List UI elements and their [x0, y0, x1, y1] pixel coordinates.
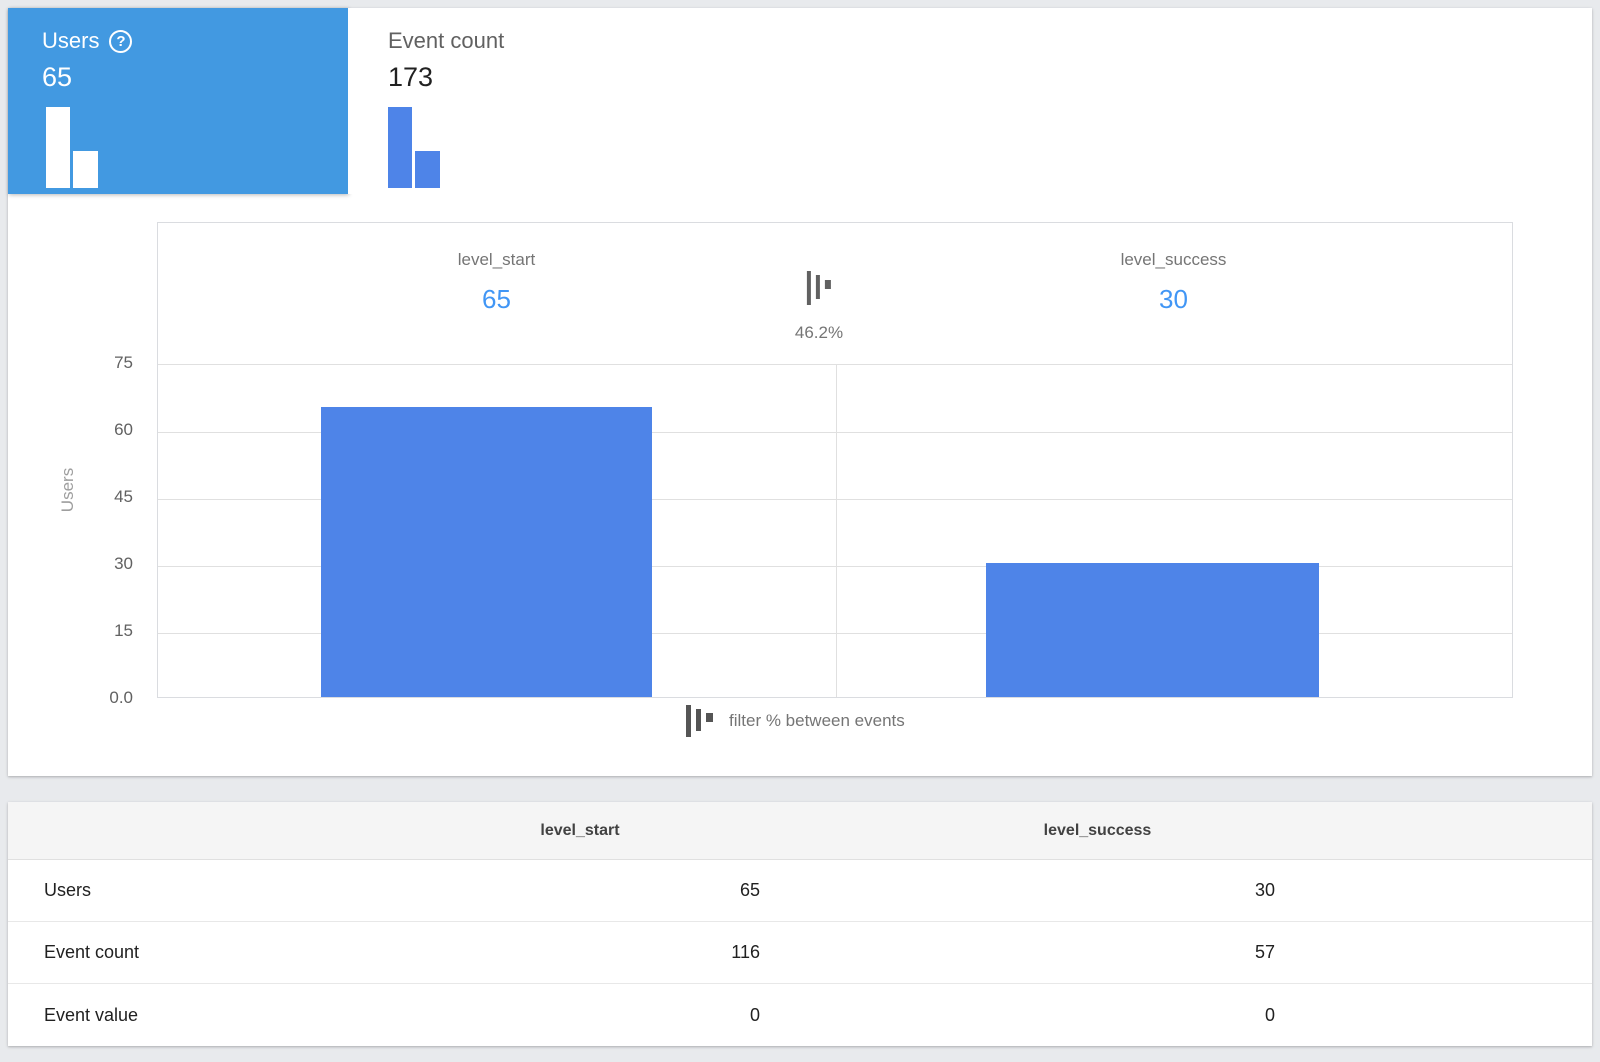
events-comparison-card: Users ? 65 Event count 173 level_start 6…: [8, 8, 1592, 776]
help-icon[interactable]: ?: [109, 29, 133, 53]
transition-percentage: 46.2%: [794, 323, 844, 342]
gridline: [158, 499, 1512, 500]
events-data-table: level_start level_success Users 65 30 Ev…: [8, 802, 1592, 1046]
y-tick: 0.0: [109, 688, 133, 707]
y-tick: 75: [114, 353, 133, 372]
gridline: [158, 566, 1512, 567]
bar-level-start[interactable]: [321, 407, 652, 697]
bar-level-success[interactable]: [986, 563, 1319, 697]
y-tick: 45: [114, 487, 133, 506]
mini-bar-short: [73, 151, 98, 188]
plot-area: [158, 364, 1512, 697]
cell-value: 57: [1254, 942, 1275, 962]
cell-value: 0: [749, 1004, 760, 1025]
mini-bar-tall: [388, 107, 412, 188]
event-name: level_success: [1120, 250, 1227, 269]
column-header-level-success[interactable]: level_success: [1043, 821, 1152, 839]
y-tick: 30: [114, 554, 133, 573]
bar-chart: level_start 65 46.2% level_success 30: [157, 222, 1513, 698]
tab-users-label: Users: [42, 28, 100, 53]
chart-column-header-level-start: level_start 65: [158, 223, 835, 364]
tab-users[interactable]: Users ? 65: [8, 8, 348, 194]
tab-users-title: Users ?: [42, 28, 133, 54]
mini-bar-short: [415, 151, 440, 188]
tab-event-count-label: Event count: [388, 28, 505, 53]
tab-event-count-value: 173: [388, 62, 434, 92]
column-divider: [836, 365, 837, 697]
gridline: [158, 432, 1512, 433]
tab-users-value: 65: [42, 62, 73, 92]
row-label: Users: [44, 880, 92, 900]
table-row: Users 65 30: [8, 860, 1592, 922]
gridline: [158, 633, 1512, 634]
mini-bar-chart-icon: [46, 107, 98, 188]
filter-percent-icon: [686, 705, 713, 737]
y-tick: 15: [114, 621, 133, 640]
column-header-level-start[interactable]: level_start: [540, 821, 620, 839]
transition-block: 46.2%: [795, 271, 843, 343]
chart-column-header-level-success: level_success 30: [835, 223, 1512, 364]
cell-value: 30: [1254, 880, 1275, 900]
cell-value: 116: [731, 942, 760, 962]
mini-bar-tall: [46, 107, 70, 188]
row-label: Event count: [44, 942, 140, 962]
table-row: Event value 0 0: [8, 984, 1592, 1046]
tab-event-count[interactable]: Event count 173: [348, 8, 696, 194]
table-row: Event count 116 57: [8, 922, 1592, 984]
cell-value: 0: [1264, 1004, 1275, 1025]
y-tick: 60: [114, 420, 133, 439]
tab-event-count-title: Event count: [388, 28, 504, 54]
cell-value: 65: [739, 880, 760, 900]
legend-label: filter % between events: [729, 711, 905, 730]
mini-bar-chart-icon: [388, 107, 440, 188]
event-users-value: 30: [1159, 284, 1188, 314]
row-label: Event value: [44, 1004, 139, 1025]
filter-percent-icon[interactable]: [806, 271, 831, 305]
table-header-row: level_start level_success: [8, 802, 1592, 860]
event-users-value: 65: [482, 284, 511, 314]
y-axis-title: Users: [58, 467, 77, 513]
chart-legend: filter % between events: [686, 705, 905, 737]
event-name: level_start: [457, 250, 536, 269]
